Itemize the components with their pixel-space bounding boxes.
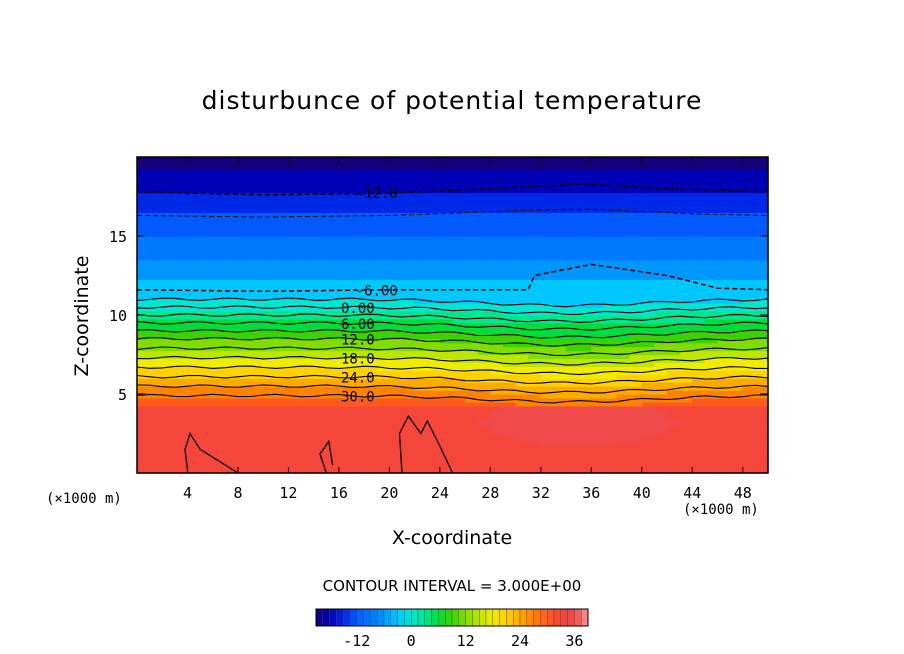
contour-line-closed xyxy=(398,414,454,474)
y-tick-label: 15 xyxy=(109,228,127,246)
colorbar-cell xyxy=(574,608,582,627)
colorbar-cell xyxy=(519,608,528,627)
colorbar-cell xyxy=(363,608,371,627)
colorbar-cell xyxy=(404,608,412,627)
contour-line-negative xyxy=(136,183,769,196)
colorbar-cell xyxy=(540,608,548,627)
x-unit-label-right: (×1000 m) xyxy=(683,502,759,518)
colorbar-cell xyxy=(526,608,534,627)
contour-label: 0.00 xyxy=(341,301,375,317)
colorbar-cell xyxy=(479,608,487,627)
x-tick-label: 40 xyxy=(633,484,651,502)
colorbar-cell xyxy=(356,608,364,627)
colorbar-cell xyxy=(499,608,507,627)
contour-line xyxy=(136,374,769,385)
colorbar-cell xyxy=(506,608,514,627)
chart-title: disturbunce of potential temperature xyxy=(201,86,703,115)
colorbar-cell xyxy=(322,608,330,627)
colorbar-cell xyxy=(445,608,453,627)
contour-label: 6.00 xyxy=(341,317,375,333)
contour-label: 30.0 xyxy=(341,390,375,406)
colorbar-cell xyxy=(567,608,575,627)
colorbar-cell xyxy=(343,608,351,627)
colorbar-tick-label: 0 xyxy=(407,632,416,650)
contour-line xyxy=(136,355,769,366)
contour-label: 18.0 xyxy=(341,352,375,368)
colorbar-cell xyxy=(547,608,555,627)
colorbar-cell xyxy=(458,608,466,627)
colorbar-tick-label: 12 xyxy=(457,632,475,650)
contour-line xyxy=(136,321,769,331)
contour-label: 24.0 xyxy=(341,371,375,387)
colorbar-cell xyxy=(370,608,378,627)
contour-line xyxy=(136,313,769,323)
colorbar-tick-label: 24 xyxy=(511,632,529,650)
x-axis-label: X-coordinate xyxy=(391,527,513,549)
colorbar-cell xyxy=(411,608,419,627)
colorbar-frame xyxy=(315,608,589,627)
x-tick-label: 4 xyxy=(183,484,192,502)
contour-line xyxy=(136,336,769,347)
colorbar-cell xyxy=(336,608,344,627)
colorbar-tick-label: -12 xyxy=(343,632,370,650)
colorbar-cell xyxy=(329,608,337,627)
x-tick-label: 44 xyxy=(683,484,701,502)
contour-line-negative xyxy=(136,263,769,293)
colorbar-tick-label: 36 xyxy=(565,632,583,650)
contour-line xyxy=(136,346,769,357)
x-tick-label: 8 xyxy=(233,484,242,502)
colorbar-cell xyxy=(424,608,432,627)
y-tick-label: 5 xyxy=(118,386,127,404)
x-tick-label: 36 xyxy=(582,484,600,502)
x-unit-label-left: (×1000 m) xyxy=(46,491,122,507)
contour-line-closed xyxy=(184,431,239,474)
x-tick-label: 16 xyxy=(330,484,348,502)
contour-line-negative xyxy=(136,208,769,218)
contour-line xyxy=(136,297,769,308)
colorbar-cell xyxy=(485,608,494,627)
colorbar-cell xyxy=(451,608,460,627)
colorbar-cell xyxy=(472,608,480,627)
contour-label: -6.00 xyxy=(356,284,398,300)
contour-label: -12.0 xyxy=(356,186,398,202)
x-tick-label: 28 xyxy=(481,484,499,502)
x-tick-label: 12 xyxy=(279,484,297,502)
colorbar-cell xyxy=(581,608,589,627)
x-tick-label: 20 xyxy=(380,484,398,502)
colorbar-cell xyxy=(553,608,562,627)
colorbar-cell xyxy=(315,608,324,627)
x-tick-label: 32 xyxy=(532,484,550,502)
colorbar-cell xyxy=(397,608,405,627)
colorbar-cell xyxy=(417,608,426,627)
contour-label: 12.0 xyxy=(341,333,375,349)
colorbar-cell xyxy=(513,608,521,627)
contour-line xyxy=(136,305,769,315)
contour-interval-text: CONTOUR INTERVAL = 3.000E+00 xyxy=(322,577,582,595)
contour-line xyxy=(136,365,769,376)
colorbar-cell xyxy=(465,608,473,627)
x-tick-label: 24 xyxy=(431,484,449,502)
colorbar-cell xyxy=(492,608,500,627)
contour-line-closed xyxy=(319,439,334,474)
colorbar-cell xyxy=(533,608,541,627)
colorbar-cell xyxy=(349,608,358,627)
contour-line xyxy=(136,384,769,394)
y-tick-label: 10 xyxy=(109,307,127,325)
contour-line xyxy=(136,329,769,339)
x-tick-label: 48 xyxy=(734,484,752,502)
colorbar-cell xyxy=(560,608,568,627)
colorbar-cell xyxy=(431,608,439,627)
colorbar-cell xyxy=(383,608,392,627)
colorbar-cell xyxy=(438,608,446,627)
colorbar-cell xyxy=(377,608,385,627)
colorbar-cell xyxy=(390,608,398,627)
contour-line xyxy=(136,393,769,404)
